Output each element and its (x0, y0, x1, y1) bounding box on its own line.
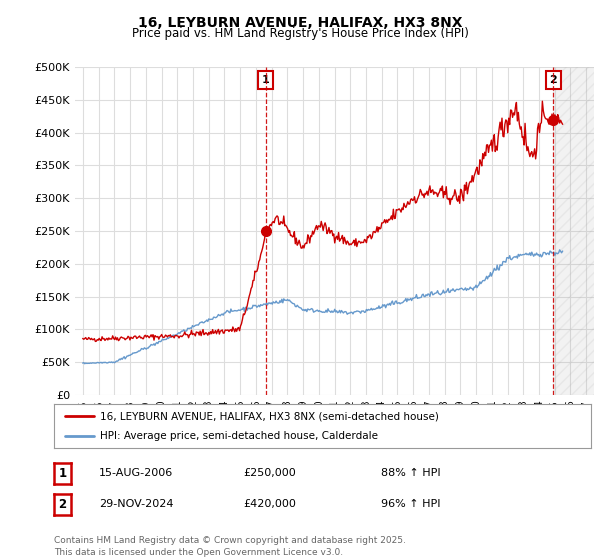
Text: £250,000: £250,000 (243, 468, 296, 478)
Text: 15-AUG-2006: 15-AUG-2006 (99, 468, 173, 478)
Text: 96% ↑ HPI: 96% ↑ HPI (381, 499, 440, 509)
Text: HPI: Average price, semi-detached house, Calderdale: HPI: Average price, semi-detached house,… (100, 431, 377, 441)
Text: 1: 1 (262, 75, 269, 85)
Text: £420,000: £420,000 (243, 499, 296, 509)
Bar (553, 67, 594, 395)
Text: 88% ↑ HPI: 88% ↑ HPI (381, 468, 440, 478)
Text: Price paid vs. HM Land Registry's House Price Index (HPI): Price paid vs. HM Land Registry's House … (131, 27, 469, 40)
Text: 1: 1 (58, 467, 67, 480)
Text: 29-NOV-2024: 29-NOV-2024 (99, 499, 173, 509)
Text: Contains HM Land Registry data © Crown copyright and database right 2025.
This d: Contains HM Land Registry data © Crown c… (54, 536, 406, 557)
Text: 2: 2 (550, 75, 557, 85)
Text: 16, LEYBURN AVENUE, HALIFAX, HX3 8NX (semi-detached house): 16, LEYBURN AVENUE, HALIFAX, HX3 8NX (se… (100, 411, 439, 421)
Text: 2: 2 (58, 498, 67, 511)
Text: 16, LEYBURN AVENUE, HALIFAX, HX3 8NX: 16, LEYBURN AVENUE, HALIFAX, HX3 8NX (138, 16, 462, 30)
